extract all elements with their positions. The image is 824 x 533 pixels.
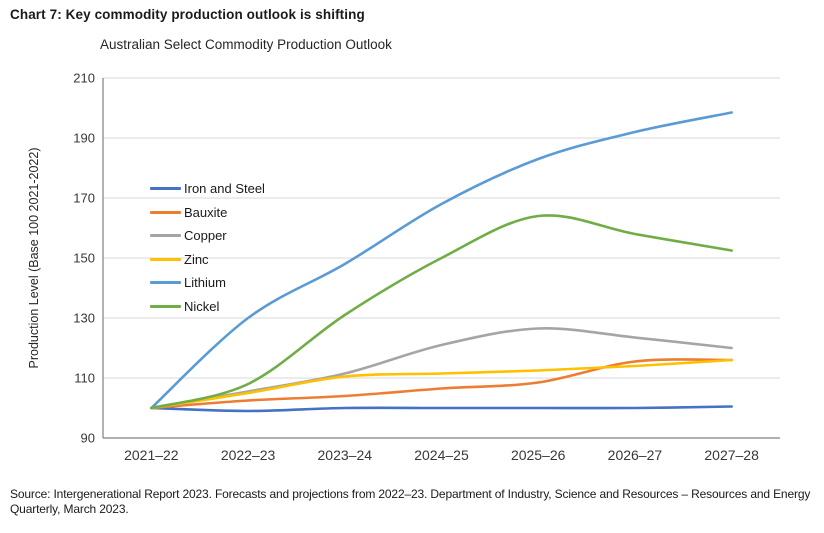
series-line-zinc: [150, 358, 733, 410]
legend-label: Copper: [184, 228, 227, 244]
x-tick-label-2027-28: 2027–28: [704, 447, 759, 463]
legend-swatch-nickel: [150, 304, 181, 308]
x-tick-label-2025-26: 2025–26: [511, 447, 566, 463]
legend-item-zinc: Zinc: [150, 248, 265, 272]
legend-swatch-zinc: [150, 257, 181, 261]
series-line-bauxite: [150, 358, 733, 410]
x-tick-label-2026-27: 2026–27: [608, 447, 663, 463]
legend-swatch-copper: [150, 234, 181, 238]
legend-swatch-lithium: [150, 281, 181, 285]
legend-item-lithium: Lithium: [150, 271, 265, 295]
series-line-copper: [150, 327, 733, 410]
y-tick-label-150: 150: [73, 251, 95, 266]
legend-label: Iron and Steel: [184, 181, 265, 197]
legend-label: Zinc: [184, 251, 209, 267]
x-tick-label-2022-23: 2022–23: [221, 447, 276, 463]
series-line-lithium: [150, 111, 733, 410]
legend-item-bauxite: Bauxite: [150, 201, 265, 225]
legend-item-nickel: Nickel: [150, 295, 265, 319]
y-tick-label-110: 110: [74, 371, 95, 386]
legend-item-iron-and-steel: Iron and Steel: [150, 177, 265, 201]
source-note: Source: Intergenerational Report 2023. F…: [10, 487, 811, 517]
legend-label: Nickel: [184, 298, 220, 314]
x-tick-label-2021-22: 2021–22: [124, 447, 179, 463]
x-tick-label-2024-25: 2024–25: [414, 447, 469, 463]
y-tick-label-90: 90: [81, 431, 95, 446]
y-tick-label-170: 170: [73, 191, 95, 206]
chart-title: Australian Select Commodity Production O…: [100, 37, 392, 52]
chart-legend: Iron and Steel Bauxite Copper Zinc Lithium Ni…: [150, 177, 265, 318]
y-axis-title: Production Level (Base 100 2021-2022): [27, 148, 41, 369]
y-tick-label-210: 210: [73, 71, 95, 86]
legend-item-copper: Copper: [150, 224, 265, 248]
series-line-nickel: [150, 214, 733, 410]
chart-heading: Chart 7: Key commodity production outloo…: [10, 7, 365, 22]
y-tick-label-190: 190: [73, 131, 95, 146]
x-tick-label-2023-24: 2023–24: [318, 447, 373, 463]
legend-label: Bauxite: [184, 204, 228, 220]
commodity-line-chart: 90 110 130 150 170 190 210 2021–22 2022–23 2023–2…: [27, 71, 780, 463]
y-tick-label-130: 130: [73, 311, 95, 326]
legend-swatch-bauxite: [150, 210, 181, 214]
series-line-iron-and-steel: [150, 405, 733, 413]
legend-swatch-iron-and-steel: [150, 187, 181, 191]
legend-label: Lithium: [184, 275, 226, 291]
